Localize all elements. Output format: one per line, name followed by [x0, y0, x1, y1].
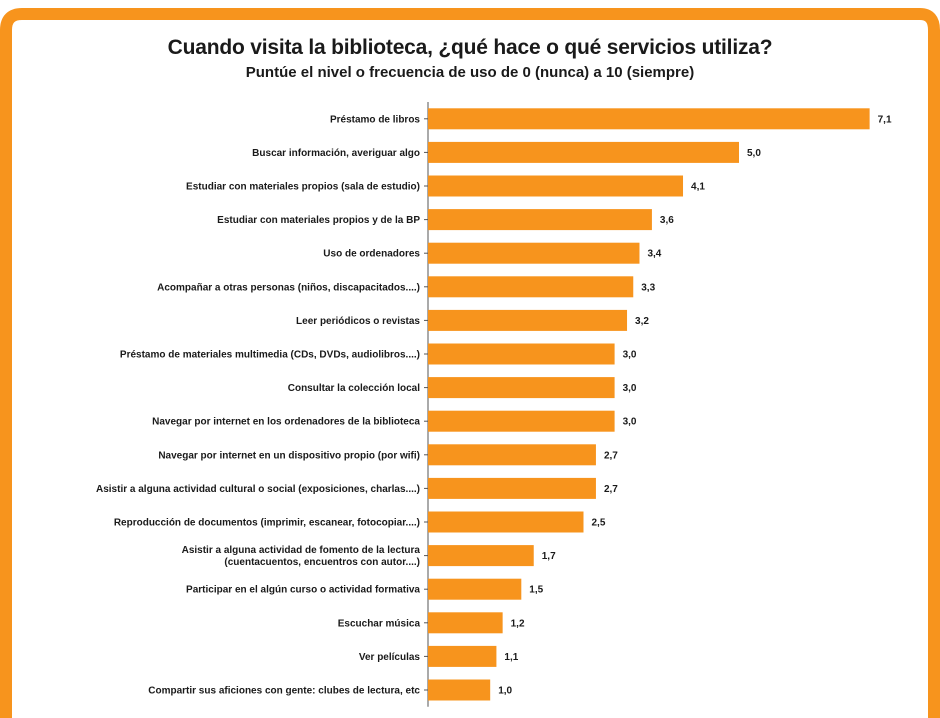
data-label: 2,7 [604, 450, 618, 461]
category-label: Estudiar con materiales propios (sala de… [186, 182, 420, 193]
data-label: 3,3 [641, 282, 655, 293]
bar [428, 444, 596, 466]
category-label: Préstamo de materiales multimedia (CDs, … [120, 350, 420, 361]
data-label: 1,2 [511, 618, 525, 629]
data-label: 3,0 [623, 383, 637, 394]
category-label: Acompañar a otras personas (niños, disca… [157, 282, 420, 293]
category-label: Asistir a alguna actividad cultural o so… [96, 484, 420, 495]
data-label: 3,6 [660, 215, 674, 226]
category-label: Uso de ordenadores [323, 249, 420, 260]
data-label: 5,0 [747, 148, 761, 159]
chart-title: Cuando visita la biblioteca, ¿qué hace o… [167, 36, 773, 59]
bar [428, 645, 497, 667]
category-label: Leer periódicos o revistas [296, 316, 420, 327]
category-label: Compartir sus aficiones con gente: clube… [148, 686, 420, 697]
category-label: Escuchar música [338, 618, 421, 629]
bar [428, 477, 596, 499]
category-label: Consultar la colección local [288, 383, 420, 394]
data-label: 3,0 [623, 350, 637, 361]
bar [428, 141, 739, 163]
chart-subtitle: Puntúe el nivel o frecuencia de uso de 0… [245, 64, 695, 81]
category-label: Reproducción de documentos (imprimir, es… [114, 518, 420, 529]
data-label: 3,4 [647, 249, 661, 260]
bar [428, 309, 628, 331]
data-label: 3,0 [623, 417, 637, 428]
data-label: 2,7 [604, 484, 618, 495]
bar [428, 578, 522, 600]
category-label: Navegar por internet en un dispositivo p… [158, 450, 420, 461]
category-label: Buscar información, averiguar algo [252, 148, 420, 159]
data-label: 1,1 [504, 652, 518, 663]
category-label: Asistir a alguna actividad de fomento de… [182, 545, 421, 568]
data-label: 1,7 [542, 551, 556, 562]
category-label: Estudiar con materiales propios y de la … [217, 215, 420, 226]
bar [428, 108, 870, 130]
category-label: Navegar por internet en los ordenadores … [152, 417, 420, 428]
category-label: Ver películas [359, 652, 421, 663]
data-label: 1,5 [529, 585, 543, 596]
bar [428, 545, 534, 567]
bar [428, 175, 684, 197]
data-label: 2,5 [592, 518, 606, 529]
bar [428, 209, 652, 231]
bar [428, 343, 615, 365]
bar [428, 410, 615, 432]
category-label: Préstamo de libros [330, 114, 420, 125]
data-label: 1,0 [498, 686, 512, 697]
bar [428, 242, 640, 264]
category-label: Participar en el algún curso o actividad… [186, 585, 420, 596]
data-label: 3,2 [635, 316, 649, 327]
bar [428, 612, 503, 634]
data-label: 4,1 [691, 182, 705, 193]
data-label: 7,1 [878, 114, 892, 125]
bar [428, 511, 584, 533]
bar [428, 377, 615, 399]
bar [428, 679, 491, 701]
bar [428, 276, 634, 298]
